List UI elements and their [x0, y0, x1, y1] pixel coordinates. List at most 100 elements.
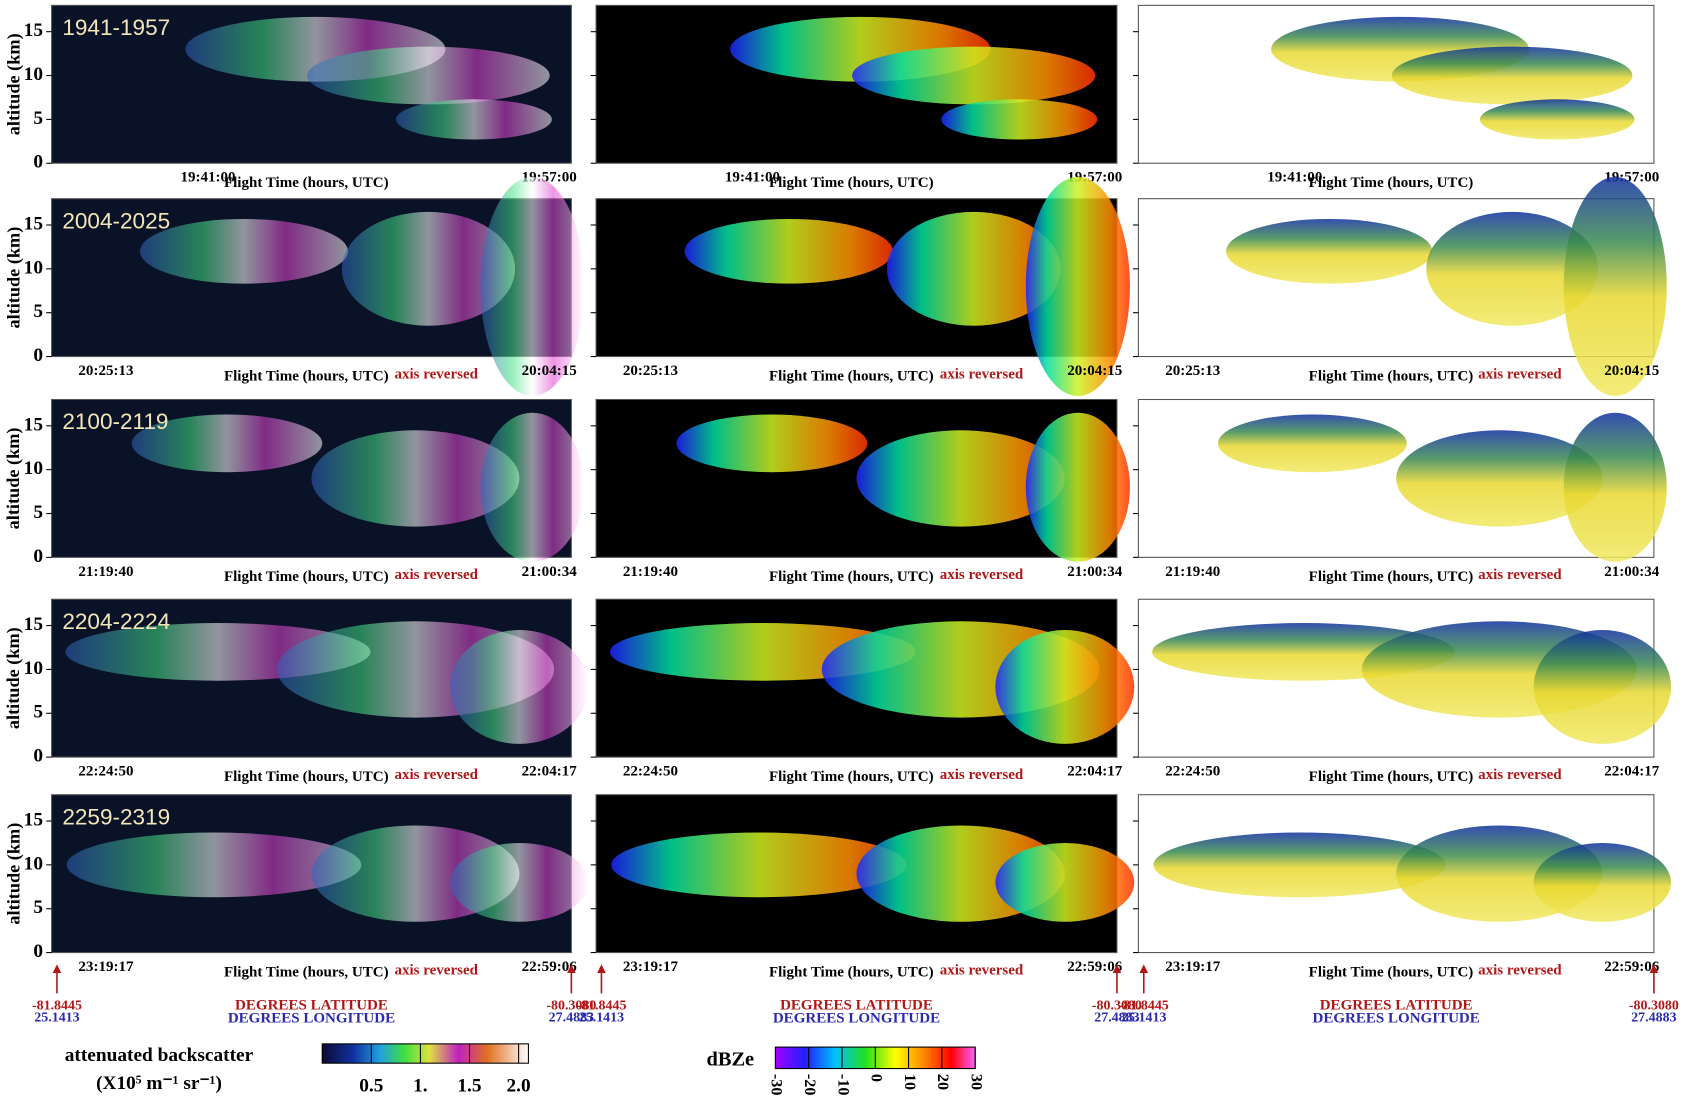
cloud	[450, 630, 589, 744]
start-time: 21:19:40	[78, 564, 133, 580]
colorbar-label: -20	[801, 1074, 818, 1095]
axis-note: axis reversed	[940, 366, 1024, 382]
y-tick-label: 10	[24, 64, 43, 85]
cloud	[941, 99, 1097, 139]
y-tick-label: 15	[24, 614, 43, 635]
colorbar-label: 20	[934, 1074, 951, 1090]
y-label: altitude (km)	[3, 627, 24, 729]
colorbar-label: 0	[868, 1074, 885, 1082]
y-tick-label: 0	[33, 345, 43, 366]
colorbar-label: 30	[967, 1074, 984, 1090]
y-label: altitude (km)	[3, 33, 24, 135]
start-lat: 25.1413	[34, 1010, 79, 1025]
y-tick-label: 0	[33, 152, 43, 173]
x-label: Flight Time (hours, UTC)	[224, 368, 389, 384]
axis-note: axis reversed	[1478, 567, 1562, 583]
start-time: 23:19:17	[1165, 959, 1221, 975]
colorbar-label: -10	[834, 1074, 851, 1095]
y-tick-label: 5	[33, 301, 43, 322]
lon-label: DEGREES LONGITUDE	[773, 1011, 940, 1027]
y-label: altitude (km)	[3, 427, 24, 529]
x-label: Flight Time (hours, UTC)	[224, 769, 389, 785]
cloud	[396, 99, 552, 139]
y-tick-label: 5	[33, 502, 43, 523]
axis-note: axis reversed	[394, 962, 478, 978]
colorbar	[322, 1044, 528, 1063]
cloud	[1026, 413, 1130, 562]
colorbar-label: 1.5	[457, 1075, 481, 1096]
lon-label: DEGREES LONGITUDE	[228, 1011, 395, 1027]
y-tick-label: 15	[24, 414, 43, 435]
end-time: 21:00:34	[1067, 564, 1123, 580]
start-time: 20:25:13	[78, 363, 133, 379]
axis-note: axis reversed	[1478, 767, 1562, 783]
axis-note: axis reversed	[394, 366, 478, 382]
y-tick-label: 15	[24, 213, 43, 234]
x-label: Flight Time (hours, UTC)	[1309, 964, 1474, 980]
arrow-head	[597, 964, 606, 973]
axis-note: axis reversed	[940, 767, 1024, 783]
start-time: 23:19:17	[78, 959, 134, 975]
y-tick-label: 5	[33, 897, 43, 918]
end-time: 22:04:17	[1067, 764, 1123, 780]
y-tick-label: 10	[24, 458, 43, 479]
colorbar-label: -30	[768, 1074, 785, 1095]
cloud	[480, 413, 584, 562]
end-time: 22:04:17	[522, 764, 578, 780]
run-tag: 1941-1957	[62, 15, 170, 40]
cloud	[1480, 99, 1635, 139]
cloud	[1226, 219, 1432, 284]
x-label: Flight Time (hours, UTC)	[769, 368, 934, 384]
legend-title: dBZe	[707, 1049, 755, 1071]
cloud	[995, 843, 1134, 922]
run-tag: 2100-2119	[62, 409, 168, 434]
axis-note: axis reversed	[940, 962, 1024, 978]
legend-units: (X10⁵ m⁻¹ sr⁻¹)	[96, 1073, 222, 1094]
run-tag: 2204-2224	[62, 609, 170, 634]
start-time: 23:19:17	[623, 959, 679, 975]
y-tick-label: 15	[24, 20, 43, 41]
y-tick-label: 10	[24, 853, 43, 874]
y-tick-label: 0	[33, 941, 43, 962]
cloud	[450, 843, 589, 922]
end-time: 21:00:34	[1604, 564, 1660, 580]
cloud	[1534, 630, 1671, 744]
legends: attenuated backscatter (X10⁵ m⁻¹ sr⁻¹) d…	[32, 964, 1679, 1096]
x-label: Flight Time (hours, UTC)	[224, 175, 389, 191]
y-tick-label: 5	[33, 702, 43, 723]
y-tick-label: 5	[33, 108, 43, 129]
run-tag: 2259-2319	[62, 804, 170, 829]
cloud	[140, 219, 348, 284]
arrow-head	[53, 964, 62, 973]
end-time: 21:00:34	[522, 564, 578, 580]
start-time: 20:25:13	[623, 363, 678, 379]
cloud	[685, 219, 893, 284]
colorbar-label: 0.5	[359, 1075, 383, 1096]
axis-note: axis reversed	[1478, 366, 1562, 382]
start-time: 22:24:50	[78, 764, 133, 780]
axis-note: axis reversed	[394, 567, 478, 583]
cloud	[1392, 47, 1633, 105]
end-time: 20:04:15	[522, 363, 577, 379]
colorbar-label: 10	[901, 1074, 918, 1090]
cloud	[307, 47, 550, 105]
figure: 05101519:41:0019:57:00Flight Time (hours…	[0, 0, 1684, 1104]
legend-title: attenuated backscatter	[65, 1045, 254, 1066]
y-label: altitude (km)	[3, 823, 24, 925]
arrow-head	[1139, 964, 1148, 973]
x-label: Flight Time (hours, UTC)	[769, 964, 934, 980]
y-label: altitude (km)	[3, 227, 24, 329]
start-time: 21:19:40	[1165, 564, 1220, 580]
axis-note: axis reversed	[940, 567, 1024, 583]
start-time: 21:19:40	[623, 564, 678, 580]
cloud	[995, 630, 1134, 744]
x-label: Flight Time (hours, UTC)	[1309, 569, 1474, 585]
y-tick-label: 15	[24, 809, 43, 830]
colorbar-label: 2.0	[507, 1075, 531, 1096]
colorbar-label: 1.	[413, 1075, 427, 1096]
start-time: 22:24:50	[623, 764, 678, 780]
y-tick-label: 10	[24, 658, 43, 679]
y-tick-label: 0	[33, 546, 43, 567]
x-label: Flight Time (hours, UTC)	[769, 175, 934, 191]
